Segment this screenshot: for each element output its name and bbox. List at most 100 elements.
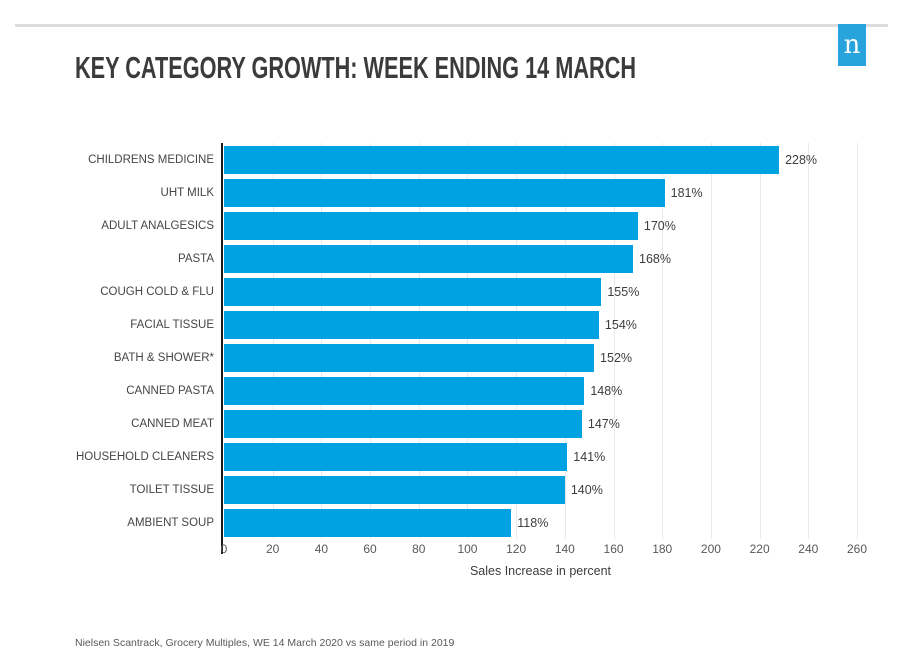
gridline: [710, 143, 712, 539]
bar-track: 181%: [224, 176, 857, 209]
category-label: HOUSEHOLD CLEANERS: [75, 450, 214, 463]
x-tick-label: 100: [457, 542, 478, 556]
category-label: CANNED MEAT: [131, 417, 214, 430]
gridline: [516, 143, 518, 539]
category-label: AMBIENT SOUP: [127, 516, 214, 529]
bar-row: HOUSEHOLD CLEANERS 141%: [0, 440, 857, 473]
bar-track: 141%: [224, 440, 857, 473]
bar-row: CANNED MEAT 147%: [0, 407, 857, 440]
gridline: [418, 143, 420, 539]
nielsen-logo-letter: n: [843, 30, 861, 60]
bar-rows: CHILDRENS MEDICINE 228% UHT MILK 181% ADULT …: [0, 143, 857, 539]
x-tick-label: 240: [798, 542, 819, 556]
bar-value-label: 170%: [643, 218, 676, 233]
bar-value-label: 118%: [517, 515, 549, 530]
bar-track: 170%: [224, 209, 857, 242]
x-tick-label: 200: [700, 542, 721, 556]
x-tick-label: 60: [363, 542, 377, 556]
gridline: [808, 143, 810, 539]
bar-value-label: 147%: [587, 416, 620, 431]
gridline: [370, 143, 372, 539]
bar-value-label: 148%: [590, 383, 623, 398]
bar-row: CANNED PASTA 148%: [0, 374, 857, 407]
x-tick-label: 80: [412, 542, 426, 556]
bar-value-label: 155%: [607, 284, 640, 299]
category-label: FACIAL TISSUE: [130, 318, 214, 331]
bar-row: COUGH COLD & FLU 155%: [0, 275, 857, 308]
bar-row: TOILET TISSUE 140%: [0, 473, 857, 506]
gridline: [272, 143, 274, 539]
bar-track: 155%: [224, 275, 857, 308]
bar: [224, 211, 638, 240]
bar-track: 152%: [224, 341, 857, 374]
x-tick-label: 0: [220, 542, 228, 556]
page-title: KEY CATEGORY GROWTH: WEEK ENDING 14 MARC…: [75, 50, 876, 86]
bar: [224, 442, 568, 471]
x-tick-label: 220: [749, 542, 770, 556]
bar: [224, 178, 665, 207]
bar-row: ADULT ANALGESICS 170%: [0, 209, 857, 242]
gridlines-layer: [224, 143, 858, 539]
bar: [224, 244, 633, 273]
x-tick-label: 40: [314, 542, 329, 556]
bar-track: 147%: [224, 407, 857, 440]
category-label: UHT MILK: [160, 186, 214, 199]
gridline: [662, 143, 664, 539]
x-tick-label: 20: [266, 542, 280, 556]
bar-value-label: 181%: [670, 185, 703, 200]
bar: [224, 508, 512, 537]
gridline: [857, 143, 858, 539]
bar: [224, 145, 780, 174]
gridline: [564, 143, 566, 539]
category-label: COUGH COLD & FLU: [100, 285, 214, 298]
bar-row: PASTA 168%: [0, 242, 857, 275]
x-tick-label: 260: [846, 542, 868, 556]
x-tick-label: 160: [603, 542, 624, 556]
bar-value-label: 152%: [600, 350, 633, 365]
source-note: Nielsen Scantrack, Grocery Multiples, WE…: [75, 637, 455, 649]
gridline: [613, 143, 615, 539]
bar-row: AMBIENT SOUP 118%: [0, 506, 857, 539]
bar-track: 154%: [224, 308, 857, 341]
bar: [224, 310, 599, 339]
bar: [224, 409, 582, 438]
bar: [224, 376, 585, 405]
bar-track: 148%: [224, 374, 857, 407]
gridline: [321, 143, 323, 539]
bar-track: 228%: [224, 143, 857, 176]
x-tick-label: 140: [554, 542, 575, 556]
gridline: [759, 143, 761, 539]
bar-value-label: 168%: [639, 251, 671, 266]
category-label: CANNED PASTA: [126, 384, 214, 397]
category-label: BATH & SHOWER*: [113, 351, 214, 364]
bar-value-label: 140%: [570, 482, 603, 497]
x-tick-label: 180: [652, 542, 673, 556]
bar-chart: CHILDRENS MEDICINE 228% UHT MILK 181% ADULT …: [0, 143, 903, 578]
bar: [224, 475, 565, 504]
bar-row: FACIAL TISSUE 154%: [0, 308, 857, 341]
bar: [224, 277, 602, 306]
nielsen-logo: n: [838, 24, 866, 66]
bar-value-label: 154%: [604, 317, 637, 332]
bar-value-label: 141%: [573, 449, 606, 464]
bar-track: 118%: [224, 506, 857, 539]
top-divider: [15, 24, 888, 27]
y-axis-line: [221, 143, 223, 554]
bar-track: 140%: [224, 473, 857, 506]
bar-track: 168%: [224, 242, 857, 275]
gridline: [467, 143, 469, 539]
category-label: TOILET TISSUE: [129, 483, 214, 496]
category-label: CHILDRENS MEDICINE: [88, 153, 214, 166]
bar: [224, 343, 595, 372]
bar-row: BATH & SHOWER* 152%: [0, 341, 857, 374]
x-axis-title: Sales Increase in percent: [469, 564, 612, 578]
bar-value-label: 228%: [785, 152, 818, 167]
category-label: ADULT ANALGESICS: [101, 219, 214, 232]
bar-row: UHT MILK 181%: [0, 176, 857, 209]
x-axis-ticks: 0 20 40 60 80 100 120 140 160 180 200 220 240 260: [220, 542, 867, 558]
page-title-text: KEY CATEGORY GROWTH: WEEK ENDING 14 MARC…: [75, 50, 637, 85]
bar-row: CHILDRENS MEDICINE 228%: [0, 143, 857, 176]
category-label: PASTA: [178, 252, 214, 265]
x-tick-label: 120: [506, 542, 527, 556]
